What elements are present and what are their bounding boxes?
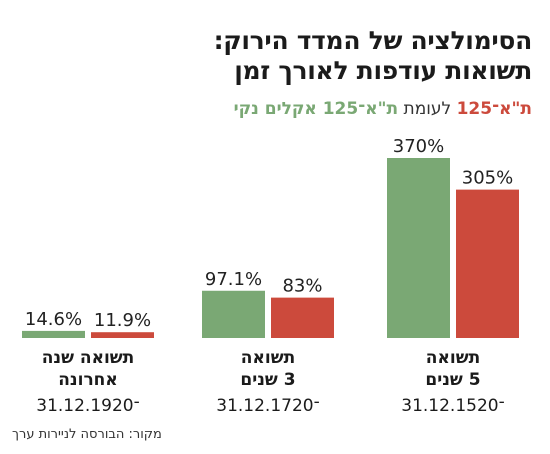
category-label: 3 שנים	[240, 370, 295, 390]
bar-value-label: 14.6%	[25, 309, 82, 330]
subtitle-connector: לעומת	[398, 99, 457, 119]
category-label: תשואה	[426, 348, 480, 368]
bar-red-2	[271, 297, 334, 338]
chart-title-line-2: תשואות עודפות לאורך זמן	[234, 56, 532, 85]
bar-green-2	[202, 290, 265, 338]
category-date: 31.12.15־20	[401, 396, 504, 416]
bar-value-label: 305%	[462, 168, 513, 189]
subtitle-series-green: ת"א־125 אקלים נקי	[233, 99, 399, 119]
subtitle-series-red: ת"א־125	[456, 99, 532, 119]
bar-red-3	[456, 189, 519, 338]
chart-title: הסימולציה של המדד הירוק: תשואות עודפות ל…	[12, 26, 533, 86]
bar-value-label: 370%	[393, 136, 444, 157]
category-label: תשואה שנה	[42, 348, 135, 368]
category-label: אחרונה	[58, 370, 118, 390]
category-label: תשואה	[241, 348, 295, 368]
bar-value-label: 97.1%	[205, 269, 262, 290]
chart-subtitle: ת"א־125 לעומת ת"א־125 אקלים נקי	[12, 99, 532, 119]
bar-value-label: 11.9%	[94, 310, 151, 331]
category-date: 31.12.17־20	[216, 396, 319, 416]
category-date: 31.12.19־20	[36, 396, 139, 416]
bar-value-label: 83%	[282, 276, 322, 297]
bar-green-1	[22, 330, 85, 338]
bar-green-3	[387, 158, 450, 338]
source-note: מקור: הבורסה לניירות ערך	[12, 427, 162, 442]
bar-red-1	[91, 332, 154, 338]
category-label: 5 שנים	[425, 370, 480, 390]
chart-title-line-1: הסימולציה של המדד הירוק:	[213, 26, 533, 55]
